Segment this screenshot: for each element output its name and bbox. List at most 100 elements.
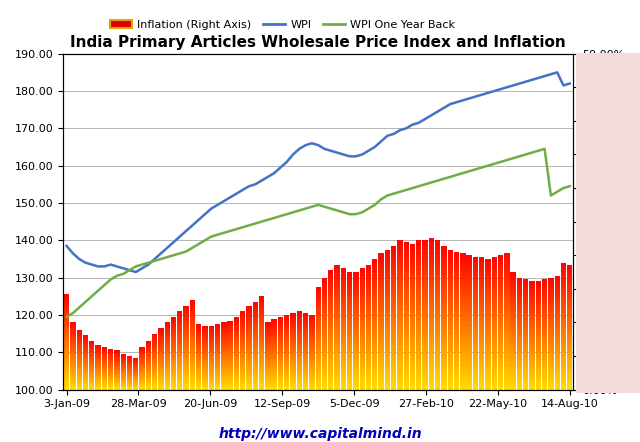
Bar (64, 364, 69, 367)
Bar (297, 340, 302, 343)
Bar (83, 348, 88, 350)
Bar (548, 296, 554, 300)
Bar (353, 300, 358, 303)
Bar (146, 388, 151, 389)
Bar (467, 327, 472, 332)
Bar (340, 325, 346, 329)
Bar (542, 346, 547, 349)
Bar (196, 363, 202, 366)
Bar (542, 279, 547, 283)
Bar (184, 322, 189, 325)
Bar (246, 311, 252, 314)
Bar (340, 272, 346, 276)
Bar (516, 319, 522, 322)
Bar (164, 358, 170, 361)
Bar (265, 385, 271, 387)
Bar (347, 272, 352, 276)
Bar (460, 326, 465, 331)
Bar (548, 356, 554, 360)
Bar (554, 329, 560, 333)
Bar (95, 363, 100, 364)
Bar (454, 316, 460, 320)
Bar (516, 371, 522, 375)
Bar (473, 271, 478, 275)
Bar (127, 374, 132, 375)
Bar (334, 356, 340, 360)
Bar (372, 268, 378, 272)
Bar (189, 330, 195, 333)
Bar (221, 387, 227, 389)
Bar (567, 315, 572, 319)
Bar (189, 309, 195, 312)
Bar (102, 364, 107, 365)
Bar (253, 316, 258, 320)
Bar (442, 284, 447, 289)
Bar (536, 299, 541, 303)
Bar (378, 299, 384, 303)
Bar (309, 380, 315, 382)
Bar (567, 360, 572, 365)
Bar (460, 281, 465, 285)
Bar (108, 372, 113, 373)
Bar (567, 327, 572, 331)
Bar (360, 341, 365, 345)
Bar (416, 320, 422, 325)
Bar (479, 346, 484, 350)
Bar (554, 279, 560, 283)
Bar (115, 357, 120, 358)
Bar (353, 296, 358, 300)
Bar (246, 314, 252, 317)
Bar (227, 325, 233, 328)
Bar (360, 297, 365, 301)
Bar (366, 331, 371, 335)
Bar (184, 342, 189, 345)
Bar (516, 282, 522, 285)
Bar (523, 305, 529, 309)
Bar (366, 356, 371, 360)
Bar (334, 277, 340, 281)
Bar (435, 345, 440, 350)
Bar (196, 359, 202, 361)
Bar (215, 327, 220, 329)
Bar (429, 238, 434, 244)
Bar (397, 340, 403, 345)
Bar (334, 269, 340, 273)
Bar (246, 351, 252, 353)
Bar (542, 371, 547, 375)
Bar (140, 365, 145, 367)
Bar (347, 362, 352, 366)
Bar (385, 263, 390, 268)
Bar (504, 371, 509, 376)
Bar (265, 358, 271, 361)
Bar (385, 338, 390, 343)
Bar (227, 332, 233, 334)
Bar (291, 331, 296, 333)
Bar (360, 268, 365, 272)
Bar (202, 379, 207, 381)
Bar (523, 342, 529, 346)
Bar (133, 358, 138, 359)
Bar (467, 376, 472, 381)
Bar (171, 343, 176, 346)
Bar (360, 321, 365, 325)
Bar (322, 367, 327, 371)
Bar (385, 282, 390, 287)
Bar (196, 337, 202, 339)
Bar (202, 332, 207, 335)
Bar (253, 351, 258, 354)
Bar (529, 354, 534, 357)
Bar (120, 381, 126, 382)
Bar (83, 341, 88, 343)
Bar (246, 320, 252, 322)
Bar (278, 373, 283, 375)
Bar (516, 289, 522, 293)
Bar (340, 289, 346, 293)
Bar (498, 300, 503, 305)
Bar (334, 327, 340, 331)
Bar (492, 301, 497, 306)
Bar (372, 385, 378, 389)
Bar (416, 255, 422, 260)
Bar (77, 368, 82, 370)
Bar (303, 362, 308, 364)
Bar (340, 366, 346, 370)
